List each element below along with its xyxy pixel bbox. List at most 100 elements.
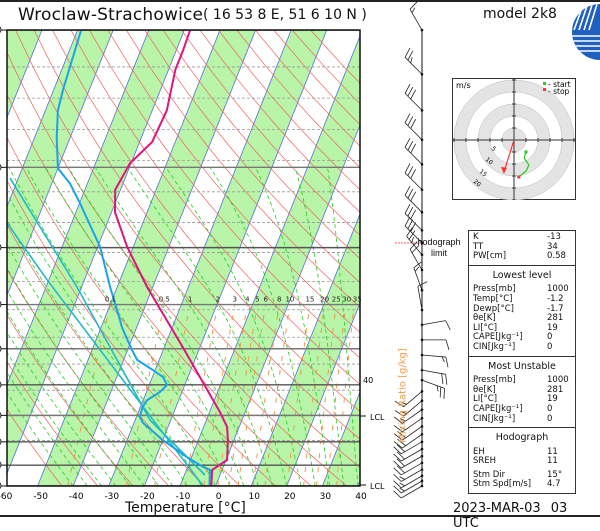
wind-barb <box>421 321 451 330</box>
barb-feather <box>408 141 413 150</box>
x-tick-label: 20 <box>284 492 296 502</box>
barb-feather <box>405 186 410 195</box>
wind-barb <box>405 114 423 141</box>
pressure-label: 1000 <box>0 482 2 492</box>
barb-dot <box>421 390 424 393</box>
barb-feather <box>411 169 416 178</box>
x-axis-label: Temperature [°C] <box>125 500 246 516</box>
pressure-label: 500 <box>0 345 2 355</box>
barb-dot <box>421 29 424 32</box>
barb-feather <box>408 87 413 96</box>
barb-feather <box>446 340 449 350</box>
barb-feather <box>405 164 410 173</box>
section-title: Lowest level <box>473 271 571 281</box>
barb-feather <box>411 57 412 63</box>
barb-feather <box>400 483 405 486</box>
barb-feather <box>411 90 416 99</box>
barb-dot <box>421 269 424 272</box>
barb-feather <box>442 357 445 362</box>
barb-dot <box>421 462 424 465</box>
barb-feather <box>405 84 410 93</box>
barb-dot <box>421 441 424 444</box>
barb-dot <box>421 399 424 402</box>
barb-feather <box>405 48 410 57</box>
barb-dot <box>421 468 424 471</box>
mixing-ratio-label: 30 <box>342 296 351 304</box>
x-tick-label: 40 <box>355 492 367 502</box>
date: 2023-MAR-03 <box>453 501 541 516</box>
barb-dot <box>421 211 424 214</box>
barb-feather <box>410 2 417 10</box>
barb-feather <box>411 144 416 153</box>
x-tick-label: 30 <box>320 492 332 502</box>
barb-dot <box>421 408 424 411</box>
wind-barb <box>421 379 445 399</box>
stop-marker <box>543 88 546 91</box>
barb-staff <box>401 486 422 498</box>
pressure-label: 800 <box>0 438 2 448</box>
mixing-ratio-label: 0.5 <box>159 296 170 304</box>
pressure-label: 200 <box>0 163 2 173</box>
mixing-ratio-label: 4 <box>245 296 250 304</box>
barb-feather <box>408 220 413 229</box>
pressure-label: 600 <box>0 381 2 391</box>
x-tick-label: -50 <box>33 492 48 502</box>
barb-feather <box>446 321 451 330</box>
index-row: Stm Spd[m/s]4.7 <box>473 480 571 490</box>
barb-feather <box>408 116 413 125</box>
mixing-ratio-label: 20 <box>320 296 329 304</box>
wind-barb <box>405 48 423 75</box>
barb-feather <box>400 488 405 491</box>
pressure-label: 900 <box>0 461 2 471</box>
mixing-ratio-label: 25 <box>332 296 341 304</box>
mixing-ratio-label: 6 <box>263 296 268 304</box>
barb-feather <box>405 204 410 213</box>
barb-feather <box>415 267 419 272</box>
barb-feather <box>411 210 416 219</box>
pressure-label: 700 <box>0 411 2 421</box>
barb-dot <box>421 323 424 326</box>
barb-feather <box>444 388 445 398</box>
x-tick-label: -30 <box>104 492 119 502</box>
barb-dot <box>421 455 424 458</box>
index-row: PW[cm]0.58 <box>473 252 571 262</box>
mixing-ratio-label: 3 <box>233 296 237 304</box>
wind-barb <box>421 354 448 368</box>
section-title: Most Unstable <box>473 362 571 372</box>
index-row: CIN[Jkg⁻¹]0 <box>473 343 571 353</box>
x-tick-label: -40 <box>69 492 84 502</box>
barb-dot <box>421 433 424 436</box>
barb-feather <box>411 192 416 201</box>
hodograph-limit-label: hodograph limit <box>412 237 466 259</box>
trace-start <box>525 151 528 154</box>
index-value: 0 <box>547 343 571 353</box>
barb-feather <box>408 189 413 198</box>
wind-barb <box>405 204 423 231</box>
index-name: CIN[Jkg⁻¹] <box>473 415 515 425</box>
barb-feather <box>437 386 438 392</box>
mixing-ratio-label: 15 <box>305 296 314 304</box>
mixing-ratio-label: 5 <box>255 296 259 304</box>
section-title: Hodograph <box>473 433 571 443</box>
index-name: SREH <box>473 457 496 467</box>
wind-barb <box>394 468 424 481</box>
hodograph-unit: m/s <box>456 81 471 90</box>
barb-dot <box>421 73 424 76</box>
lcl-label: LCL <box>370 413 385 422</box>
level-label: 40 <box>363 376 373 385</box>
barb-feather <box>405 114 410 123</box>
barb-dot <box>421 448 424 451</box>
pressure-label: 300 <box>0 244 2 254</box>
barb-feather <box>408 207 413 216</box>
barb-dot <box>421 379 424 382</box>
index-name: PW[cm] <box>473 252 506 262</box>
barb-dot <box>421 480 424 483</box>
hodograph: m/s - start - stop 5 10 15 20 <box>452 78 576 200</box>
barb-feather <box>400 477 405 480</box>
barb-dot <box>421 163 424 166</box>
barb-dot <box>421 475 424 478</box>
